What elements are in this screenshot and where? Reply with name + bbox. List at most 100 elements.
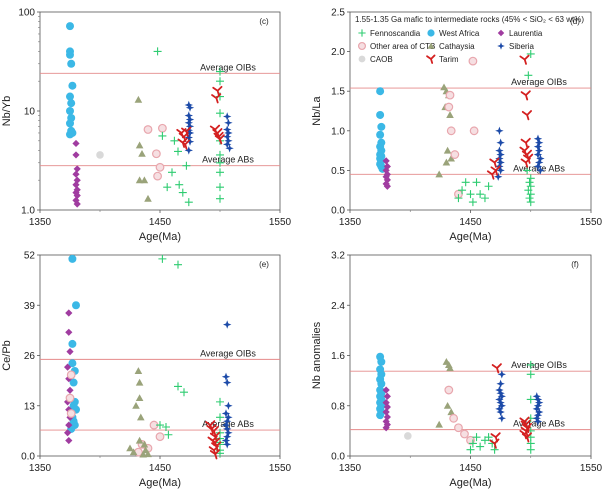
data-point — [184, 118, 193, 127]
panel-f: Average OIBs Average ABs 1350 1450 1550 0.0 0.… — [311, 251, 603, 490]
series-other-area-of-ctb — [444, 56, 479, 199]
data-point — [216, 109, 224, 118]
data-point — [223, 424, 232, 434]
data-point — [223, 132, 232, 141]
data-point — [443, 146, 452, 154]
data-point — [66, 119, 74, 128]
data-point — [223, 440, 232, 449]
legend-item-cathaysia: Cathaysia — [427, 42, 475, 51]
reference-label-average-abs: Average ABs — [202, 155, 254, 165]
data-point — [223, 112, 232, 121]
data-point — [170, 136, 179, 145]
data-point — [480, 194, 489, 203]
y-tick-label: 0.0 — [331, 206, 345, 217]
series-west-africa — [376, 87, 387, 173]
data-point — [221, 420, 231, 430]
x-tick-label: 1450 — [459, 463, 482, 474]
data-point — [208, 426, 219, 437]
data-point — [72, 301, 80, 310]
data-point — [223, 417, 232, 426]
data-point — [185, 103, 195, 112]
data-point — [185, 137, 195, 146]
data-point — [138, 149, 146, 157]
data-point — [67, 59, 76, 68]
data-point — [526, 370, 535, 379]
data-point — [450, 150, 460, 159]
data-point — [495, 404, 504, 414]
data-point — [96, 151, 104, 159]
legend-marker-other-area-of-ctb-icon — [357, 41, 367, 51]
data-point — [461, 178, 470, 187]
data-point — [135, 378, 144, 386]
data-point — [526, 445, 535, 454]
data-point — [454, 423, 463, 433]
y-tick-label: 39 — [24, 301, 36, 312]
series-laurentia — [382, 157, 391, 190]
y-tick-label: 2.4 — [331, 301, 345, 312]
series-siberia — [494, 126, 545, 181]
reference-label-average-oibs: Average OIBs — [511, 77, 567, 87]
data-point — [175, 180, 184, 189]
series-siberia — [495, 370, 544, 426]
data-point — [153, 47, 162, 56]
data-point — [181, 126, 192, 137]
data-point — [446, 111, 454, 118]
data-point — [447, 408, 456, 416]
reference-label-average-oibs: Average OIBs — [200, 348, 256, 358]
reference-label-average-abs: Average ABs — [513, 419, 565, 429]
y-axis-title: Nb/Yb — [1, 96, 13, 127]
reference-label-average-oibs: Average OIBs — [200, 62, 256, 72]
data-point — [155, 432, 165, 442]
data-point — [223, 125, 232, 134]
data-point — [520, 157, 531, 168]
data-point — [184, 198, 193, 207]
panel-label: (c) — [259, 17, 269, 26]
data-point — [223, 320, 232, 329]
data-point — [496, 389, 505, 398]
data-point — [447, 154, 456, 162]
series-siberia — [221, 320, 233, 449]
data-point — [435, 420, 443, 428]
data-point — [163, 183, 172, 192]
data-point — [472, 433, 481, 442]
data-point — [491, 363, 502, 374]
data-point — [185, 128, 195, 138]
legend-marker-fennoscandia-icon — [358, 29, 366, 37]
legend-label: Tarim — [439, 55, 459, 64]
series-tarim — [176, 85, 225, 150]
data-point — [68, 81, 77, 90]
data-point — [66, 370, 76, 380]
data-point — [533, 395, 543, 404]
x-tick-label: 1350 — [29, 463, 52, 474]
data-point — [466, 190, 475, 199]
series-siberia — [184, 100, 234, 155]
data-point — [224, 401, 233, 410]
data-point — [496, 158, 505, 167]
data-point — [66, 22, 74, 31]
data-point — [216, 194, 224, 203]
x-tick-label: 1350 — [339, 463, 362, 474]
data-point — [68, 359, 77, 368]
data-point — [66, 348, 74, 356]
data-point — [168, 168, 176, 177]
data-point — [73, 191, 81, 200]
data-point — [536, 154, 545, 163]
series-cathaysia — [134, 95, 152, 202]
data-point — [532, 404, 541, 414]
data-point — [525, 194, 534, 203]
data-point — [490, 445, 499, 454]
data-point — [126, 444, 134, 452]
data-point — [490, 432, 501, 443]
series-cathaysia — [126, 367, 152, 458]
data-point — [521, 110, 532, 121]
legend-label: Other area of CTB — [370, 42, 435, 51]
data-point — [476, 190, 485, 199]
x-tick-label: 1350 — [29, 217, 52, 228]
data-point — [526, 198, 535, 207]
data-point — [383, 162, 391, 171]
data-point — [64, 429, 72, 437]
legend-marker-tarim-icon — [426, 54, 436, 64]
data-point — [178, 188, 187, 197]
data-point — [458, 186, 467, 195]
data-point — [184, 111, 193, 120]
